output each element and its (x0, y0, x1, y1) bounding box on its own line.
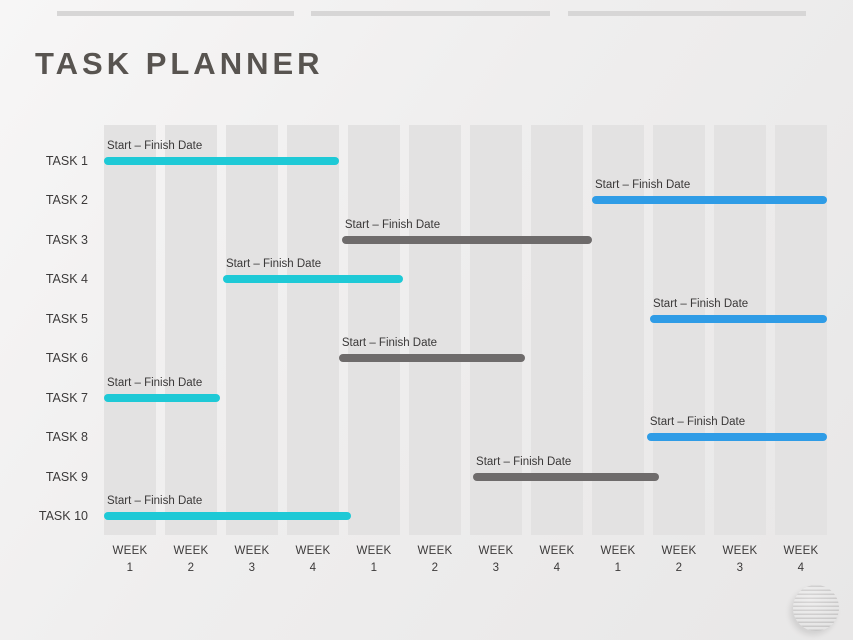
top-decor-bar-1 (57, 11, 294, 16)
task-bar (592, 196, 827, 205)
task-row-label: TASK 1 (45, 153, 88, 168)
week-column (348, 125, 400, 535)
task-bar (104, 393, 220, 402)
task-bar (649, 314, 827, 323)
week-axis-word: WEEK (112, 545, 148, 557)
week-axis-word: WEEK (295, 545, 331, 557)
task-row-label: TASK 4 (45, 272, 88, 287)
week-axis-number: 1 (614, 562, 622, 574)
week-axis-word: WEEK (539, 545, 575, 557)
week-axis-label: WEEK 3 (714, 543, 766, 577)
week-axis-number: 3 (248, 562, 256, 574)
week-axis-word: WEEK (173, 545, 209, 557)
week-axis-label: WEEK 2 (409, 543, 461, 577)
week-axis-number: 3 (736, 562, 744, 574)
week-axis-number: 2 (187, 562, 195, 574)
top-decor-bar-2 (311, 11, 550, 16)
week-column (775, 125, 827, 535)
task-bar (646, 433, 827, 442)
task-row-label: TASK 6 (45, 351, 88, 366)
task-bar-date-label: Start – Finish Date (107, 139, 203, 152)
task-bar (338, 354, 525, 363)
week-axis-word: WEEK (356, 545, 392, 557)
week-axis-number: 3 (492, 562, 500, 574)
task-bar (341, 235, 592, 244)
striped-ball-logo (793, 585, 839, 631)
week-axis-number: 1 (126, 562, 134, 574)
week-axis-label: WEEK 1 (348, 543, 400, 577)
task-row-label: TASK 5 (45, 311, 88, 326)
task-bar (222, 275, 403, 284)
week-column (409, 125, 461, 535)
week-column (592, 125, 644, 535)
week-column (104, 125, 156, 535)
week-axis-label: WEEK 3 (470, 543, 522, 577)
task-row-label: TASK 10 (38, 509, 88, 524)
task-bar-date-label: Start – Finish Date (595, 179, 691, 192)
week-axis-word: WEEK (661, 545, 697, 557)
week-axis-number: 2 (431, 562, 439, 574)
task-row-label: TASK 9 (45, 469, 88, 484)
week-column (287, 125, 339, 535)
week-axis-label: WEEK 4 (775, 543, 827, 577)
week-axis-label: WEEK 2 (653, 543, 705, 577)
week-axis-number: 4 (797, 562, 805, 574)
task-bar-date-label: Start – Finish Date (344, 218, 441, 231)
week-column (226, 125, 278, 535)
week-axis-number: 4 (553, 562, 561, 574)
week-axis-number: 4 (309, 562, 317, 574)
week-axis-number: 2 (675, 562, 683, 574)
task-bar-date-label: Start – Finish Date (107, 495, 203, 508)
week-axis-label: WEEK 3 (226, 543, 278, 577)
week-axis-number: 1 (370, 562, 378, 574)
week-axis-label: WEEK 4 (287, 543, 339, 577)
task-row-label: TASK 2 (45, 193, 88, 208)
task-bar-date-label: Start – Finish Date (652, 297, 749, 310)
task-bar-date-label: Start – Finish Date (341, 337, 438, 350)
task-bar (104, 156, 339, 165)
task-bar-date-label: Start – Finish Date (476, 455, 572, 468)
week-column (653, 125, 705, 535)
week-axis-word: WEEK (722, 545, 758, 557)
page-title: TASK PLANNER (35, 46, 324, 81)
week-axis-word: WEEK (234, 545, 270, 557)
task-bar-date-label: Start – Finish Date (225, 258, 322, 271)
top-decor-bar-3 (568, 11, 806, 16)
week-column (714, 125, 766, 535)
task-bar-date-label: Start – Finish Date (107, 376, 203, 389)
task-bar-date-label: Start – Finish Date (649, 416, 746, 429)
task-row-label: TASK 7 (45, 390, 88, 405)
week-axis-label: WEEK 1 (104, 543, 156, 577)
week-column (165, 125, 217, 535)
week-axis-word: WEEK (600, 545, 636, 557)
task-row-label: TASK 3 (45, 232, 88, 247)
task-bar (104, 512, 352, 521)
week-axis-word: WEEK (478, 545, 514, 557)
week-axis-label: WEEK 4 (531, 543, 583, 577)
week-axis-label: WEEK 2 (165, 543, 217, 577)
week-column (470, 125, 522, 535)
week-axis-label: WEEK 1 (592, 543, 644, 577)
task-row-label: TASK 8 (45, 430, 88, 445)
week-axis-word: WEEK (417, 545, 453, 557)
week-column (531, 125, 583, 535)
week-axis-word: WEEK (783, 545, 819, 557)
task-bar (473, 472, 660, 481)
